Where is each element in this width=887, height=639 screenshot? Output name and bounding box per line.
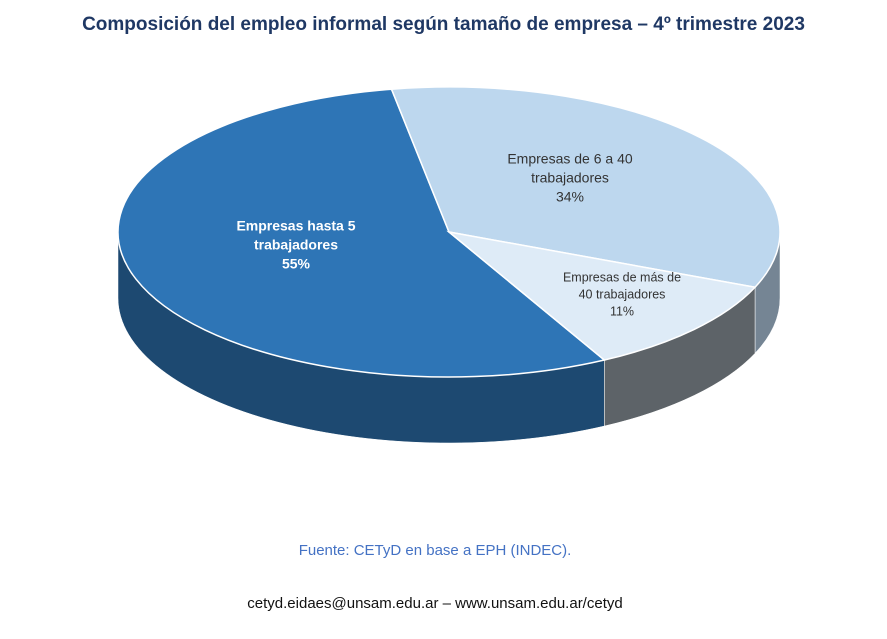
slice-label: Empresas de 6 a 40 trabajadores bbox=[507, 150, 633, 186]
footer: cetyd.eidaes@unsam.edu.ar – www.unsam.ed… bbox=[247, 595, 623, 612]
value-label: 11% bbox=[609, 304, 635, 319]
data-label: Empresas de más de 40 trabajadores 11% bbox=[555, 270, 690, 321]
slice-label: Empresas hasta 5 trabajadores bbox=[236, 217, 356, 253]
source-note: Fuente: CETyD en base a EPH (INDEC). bbox=[298, 542, 572, 559]
chart-title: Composición del empleo informal según ta… bbox=[82, 14, 805, 35]
pie-slice bbox=[117, 88, 607, 378]
data-label: Empresas hasta 5 trabajadores 55% bbox=[221, 217, 371, 274]
value-label: 34% bbox=[555, 188, 585, 205]
pie-slice bbox=[390, 86, 781, 289]
value-label: 55% bbox=[281, 255, 311, 272]
data-label: Empresas de 6 a 40 trabajadores 34% bbox=[500, 150, 640, 207]
pie-slice bbox=[446, 230, 757, 361]
slice-label: Empresas de más de 40 trabajadores bbox=[562, 270, 682, 302]
